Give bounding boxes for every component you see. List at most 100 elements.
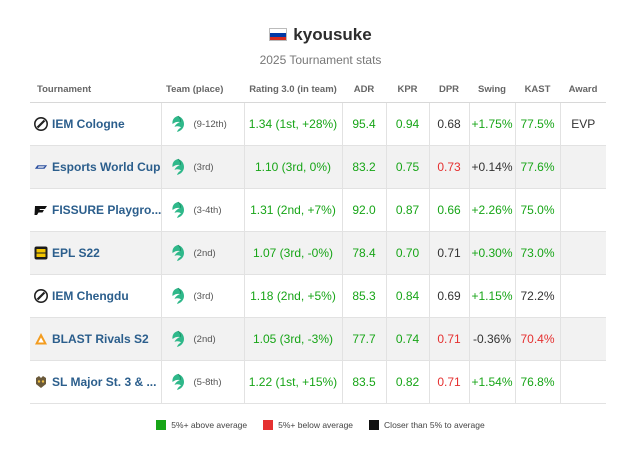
team-logo-icon[interactable] xyxy=(168,243,188,263)
tournament-cell[interactable]: BLAST Rivals S2 xyxy=(30,317,161,361)
col-header-award: Award xyxy=(560,76,606,103)
tournament-link[interactable]: Esports World Cup xyxy=(52,160,161,174)
iem-logo-icon xyxy=(34,117,48,131)
tournament-link[interactable]: IEM Cologne xyxy=(52,117,125,131)
team-cell[interactable]: (5-8th) xyxy=(160,360,244,404)
kpr-cell: 0.87 xyxy=(385,188,429,232)
team-logo-icon[interactable] xyxy=(168,114,188,134)
dpr-cell: 0.66 xyxy=(428,188,469,232)
award-cell xyxy=(559,360,606,404)
adr-cell: 83.2 xyxy=(341,145,386,189)
adr-cell: 92.0 xyxy=(341,188,386,232)
team-place: (3rd) xyxy=(193,161,214,173)
adr-cell: 85.3 xyxy=(341,274,386,318)
team-logo-icon[interactable] xyxy=(168,329,188,349)
legend-red-swatch xyxy=(263,420,274,430)
swing-cell: -0.36% xyxy=(468,317,515,361)
tournament-cell[interactable]: EPL S22 xyxy=(30,231,161,275)
team-logo-icon[interactable] xyxy=(168,200,188,220)
adr-cell: 95.4 xyxy=(341,102,386,146)
dpr-cell: 0.71 xyxy=(428,360,469,404)
col-header-dpr: DPR xyxy=(429,76,469,103)
tournament-cell[interactable]: FISSURE Playgro... xyxy=(30,188,161,232)
blast-logo-icon xyxy=(34,332,48,346)
swing-cell: +1.75% xyxy=(468,102,515,146)
team-cell[interactable]: (2nd) xyxy=(160,231,244,275)
table-row: SL Major St. 3 & ... (5-8th) 1.22 (1st, … xyxy=(30,360,606,404)
award-cell xyxy=(559,145,606,189)
tournament-cell[interactable]: SL Major St. 3 & ... xyxy=(30,360,161,404)
adr-cell: 78.4 xyxy=(341,231,386,275)
rating-cell: 1.34 (1st, +28%) xyxy=(243,102,342,146)
fissure-logo-icon xyxy=(34,203,48,217)
adr-cell: 77.7 xyxy=(341,317,386,361)
award-cell xyxy=(559,188,606,232)
team-place: (5-8th) xyxy=(193,376,222,388)
team-logo-icon[interactable] xyxy=(168,372,188,392)
swing-cell: +2.26% xyxy=(468,188,515,232)
sl-logo-icon xyxy=(34,375,48,389)
col-header-swing: Swing xyxy=(469,76,515,103)
legend-green-swatch xyxy=(156,420,167,430)
table-row: BLAST Rivals S2 (2nd) 1.05 (3rd, -3%) 77.… xyxy=(30,317,606,361)
col-header-kast: KAST xyxy=(515,76,560,103)
team-place: (2nd) xyxy=(193,247,216,259)
team-place: (2nd) xyxy=(193,333,216,345)
col-header-kpr: KPR xyxy=(386,76,429,103)
player-name[interactable]: kyousuke xyxy=(293,24,372,44)
team-cell[interactable]: (9-12th) xyxy=(160,102,244,146)
table-row: IEM Chengdu (3rd) 1.18 (2nd, +5%) 85.3 0.8… xyxy=(30,274,606,318)
team-logo-icon[interactable] xyxy=(168,157,188,177)
tournament-stats-table: Tournament Team (place) Rating 3.0 (in t… xyxy=(30,76,606,404)
rating-cell: 1.10 (3rd, 0%) xyxy=(243,145,342,189)
team-cell[interactable]: (2nd) xyxy=(160,317,244,361)
dpr-cell: 0.69 xyxy=(428,274,469,318)
team-logo-icon[interactable] xyxy=(168,286,188,306)
tournament-link[interactable]: FISSURE Playgro... xyxy=(52,203,161,217)
kpr-cell: 0.70 xyxy=(385,231,429,275)
legend-above: 5%+ above average xyxy=(156,420,247,430)
table-row: EPL S22 (2nd) 1.07 (3rd, -0%) 78.4 0.70 0.7… xyxy=(30,231,606,275)
rating-cell: 1.18 (2nd, +5%) xyxy=(243,274,342,318)
swing-cell: +1.15% xyxy=(468,274,515,318)
team-place: (9-12th) xyxy=(193,118,227,130)
kast-cell: 73.0% xyxy=(514,231,560,275)
stats-subtitle: 2025 Tournament stats xyxy=(259,53,382,67)
kast-cell: 77.5% xyxy=(514,102,560,146)
russia-flag-icon xyxy=(269,28,288,42)
adr-cell: 83.5 xyxy=(341,360,386,404)
kast-cell: 75.0% xyxy=(514,188,560,232)
rating-cell: 1.05 (3rd, -3%) xyxy=(243,317,342,361)
kpr-cell: 0.74 xyxy=(385,317,429,361)
tournament-link[interactable]: IEM Chengdu xyxy=(52,289,129,303)
legend-below: 5%+ below average xyxy=(263,420,353,430)
tournament-cell[interactable]: Esports World Cup xyxy=(30,145,161,189)
tournament-link[interactable]: BLAST Rivals S2 xyxy=(52,332,149,346)
col-header-rating: Rating 3.0 (in team) xyxy=(244,76,342,103)
tournament-link[interactable]: EPL S22 xyxy=(52,246,100,260)
kpr-cell: 0.84 xyxy=(385,274,429,318)
player-header: kyousuke xyxy=(0,20,641,45)
team-cell[interactable]: (3rd) xyxy=(160,274,244,318)
table-row: FISSURE Playgro... (3-4th) 1.31 (2nd, +7… xyxy=(30,188,606,232)
table-header-row: Tournament Team (place) Rating 3.0 (in t… xyxy=(30,76,606,103)
team-place: (3rd) xyxy=(193,290,214,302)
swing-cell: +0.14% xyxy=(468,145,515,189)
col-header-tournament: Tournament xyxy=(30,76,161,103)
swing-cell: +0.30% xyxy=(468,231,515,275)
tournament-link[interactable]: SL Major St. 3 & ... xyxy=(52,375,157,389)
rating-cell: 1.22 (1st, +15%) xyxy=(243,360,342,404)
kpr-cell: 0.94 xyxy=(385,102,429,146)
table-row: IEM Cologne (9-12th) 1.34 (1st, +28%) 95.… xyxy=(30,102,606,146)
award-cell: EVP xyxy=(559,102,606,146)
team-cell[interactable]: (3rd) xyxy=(160,145,244,189)
iem-logo-icon xyxy=(34,289,48,303)
tournament-cell[interactable]: IEM Cologne xyxy=(30,102,161,146)
ewc-logo-icon xyxy=(34,160,48,174)
rating-cell: 1.31 (2nd, +7%) xyxy=(243,188,342,232)
team-cell[interactable]: (3-4th) xyxy=(160,188,244,232)
tournament-cell[interactable]: IEM Chengdu xyxy=(30,274,161,318)
kast-cell: 76.8% xyxy=(514,360,560,404)
table-row: Esports World Cup (3rd) 1.10 (3rd, 0%) 83… xyxy=(30,145,606,189)
